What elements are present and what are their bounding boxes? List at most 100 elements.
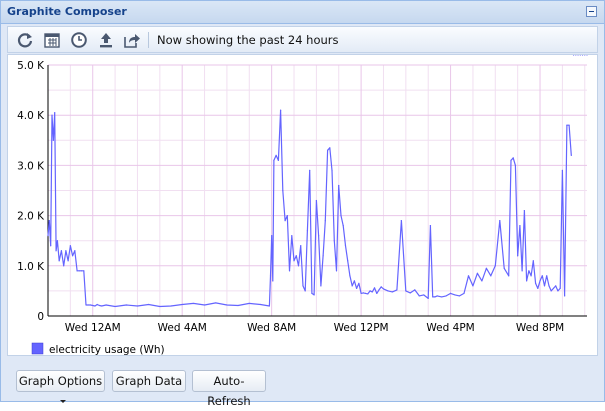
data-point bbox=[296, 255, 297, 256]
data-point bbox=[381, 286, 382, 287]
data-point bbox=[280, 110, 281, 111]
data-point bbox=[481, 280, 482, 281]
data-point bbox=[170, 305, 171, 306]
collapse-icon[interactable] bbox=[586, 6, 597, 17]
x-tick-label: Wed 8PM bbox=[516, 322, 564, 334]
data-point bbox=[325, 220, 326, 221]
data-point bbox=[468, 275, 469, 276]
upload-icon[interactable] bbox=[97, 31, 115, 49]
data-point bbox=[401, 220, 402, 221]
data-point bbox=[423, 294, 424, 295]
data-point bbox=[367, 293, 368, 294]
refresh-icon[interactable] bbox=[16, 31, 34, 49]
data-point bbox=[70, 245, 71, 246]
data-point bbox=[53, 140, 54, 141]
data-point bbox=[553, 288, 554, 289]
data-point bbox=[148, 304, 149, 305]
data-point bbox=[419, 295, 420, 296]
data-point bbox=[340, 215, 341, 216]
data-point bbox=[309, 170, 310, 171]
data-point bbox=[383, 288, 384, 289]
data-point bbox=[57, 240, 58, 241]
data-point bbox=[573, 55, 574, 56]
data-point bbox=[528, 270, 529, 271]
data-point bbox=[544, 285, 545, 286]
data-point bbox=[311, 293, 312, 294]
data-point bbox=[50, 245, 51, 246]
data-point bbox=[372, 291, 373, 292]
data-point bbox=[349, 275, 350, 276]
data-point bbox=[72, 255, 73, 256]
data-point bbox=[338, 185, 339, 186]
data-point bbox=[463, 293, 464, 294]
data-point bbox=[249, 303, 250, 304]
data-point bbox=[97, 304, 98, 305]
data-point bbox=[356, 288, 357, 289]
data-point bbox=[414, 289, 415, 290]
data-point bbox=[345, 245, 346, 246]
data-point bbox=[90, 304, 91, 305]
title-bar: Graphite Composer bbox=[1, 1, 604, 24]
data-point bbox=[560, 288, 561, 289]
auto-refresh-button[interactable]: Auto-Refresh bbox=[192, 370, 266, 392]
data-point bbox=[314, 294, 315, 295]
data-point bbox=[61, 250, 62, 251]
data-point bbox=[74, 250, 75, 251]
data-point bbox=[81, 270, 82, 271]
data-point bbox=[336, 270, 337, 271]
data-point bbox=[79, 270, 80, 271]
data-point bbox=[535, 283, 536, 284]
data-point bbox=[289, 270, 290, 271]
data-point bbox=[354, 280, 355, 281]
x-tick-label: Wed 12AM bbox=[65, 322, 121, 334]
data-point bbox=[47, 235, 48, 236]
data-point bbox=[269, 305, 270, 306]
y-tick-label: 0 bbox=[37, 311, 44, 323]
data-point bbox=[99, 305, 100, 306]
graph-options-button[interactable]: Graph Options bbox=[16, 370, 105, 392]
data-point bbox=[343, 225, 344, 226]
data-point bbox=[472, 285, 473, 286]
legend-label: electricity usage (Wh) bbox=[49, 344, 165, 355]
data-point bbox=[307, 230, 308, 231]
data-point bbox=[204, 304, 205, 305]
data-point bbox=[378, 289, 379, 290]
graph-data-button[interactable]: Graph Data bbox=[112, 370, 186, 392]
data-point bbox=[331, 170, 332, 171]
x-tick-label: Wed 4AM bbox=[158, 322, 207, 334]
data-point bbox=[504, 268, 505, 269]
data-point bbox=[546, 275, 547, 276]
data-point bbox=[358, 283, 359, 284]
data-point bbox=[454, 294, 455, 295]
electricity-chart: 0 1.0 K 2.0 K 3.0 K 4.0 K 5.0 K Wed 12AM Wed 4A… bbox=[8, 55, 597, 355]
graphite-composer-window: Graphite Composer Now showing the past 2… bbox=[0, 0, 605, 402]
data-point bbox=[54, 112, 55, 113]
data-point bbox=[101, 305, 102, 306]
data-point bbox=[510, 160, 511, 161]
data-point bbox=[555, 285, 556, 286]
data-point bbox=[537, 288, 538, 289]
data-point bbox=[445, 295, 446, 296]
data-point bbox=[515, 165, 516, 166]
data-point bbox=[387, 290, 388, 291]
data-point bbox=[282, 190, 283, 191]
clock-icon[interactable] bbox=[70, 31, 88, 49]
data-point bbox=[293, 260, 294, 261]
data-point bbox=[49, 220, 50, 221]
data-point bbox=[548, 285, 549, 286]
data-point bbox=[526, 280, 527, 281]
data-point bbox=[557, 290, 558, 291]
data-point bbox=[88, 304, 89, 305]
calendar-icon[interactable] bbox=[43, 31, 61, 49]
data-point bbox=[434, 296, 435, 297]
data-point bbox=[522, 270, 523, 271]
data-point bbox=[569, 125, 570, 126]
data-point bbox=[575, 55, 576, 56]
data-point bbox=[329, 147, 330, 148]
data-point bbox=[271, 235, 272, 236]
share-icon[interactable] bbox=[123, 31, 141, 49]
data-point bbox=[276, 155, 277, 156]
data-point bbox=[287, 215, 288, 216]
data-point bbox=[65, 250, 66, 251]
data-point bbox=[59, 260, 60, 261]
